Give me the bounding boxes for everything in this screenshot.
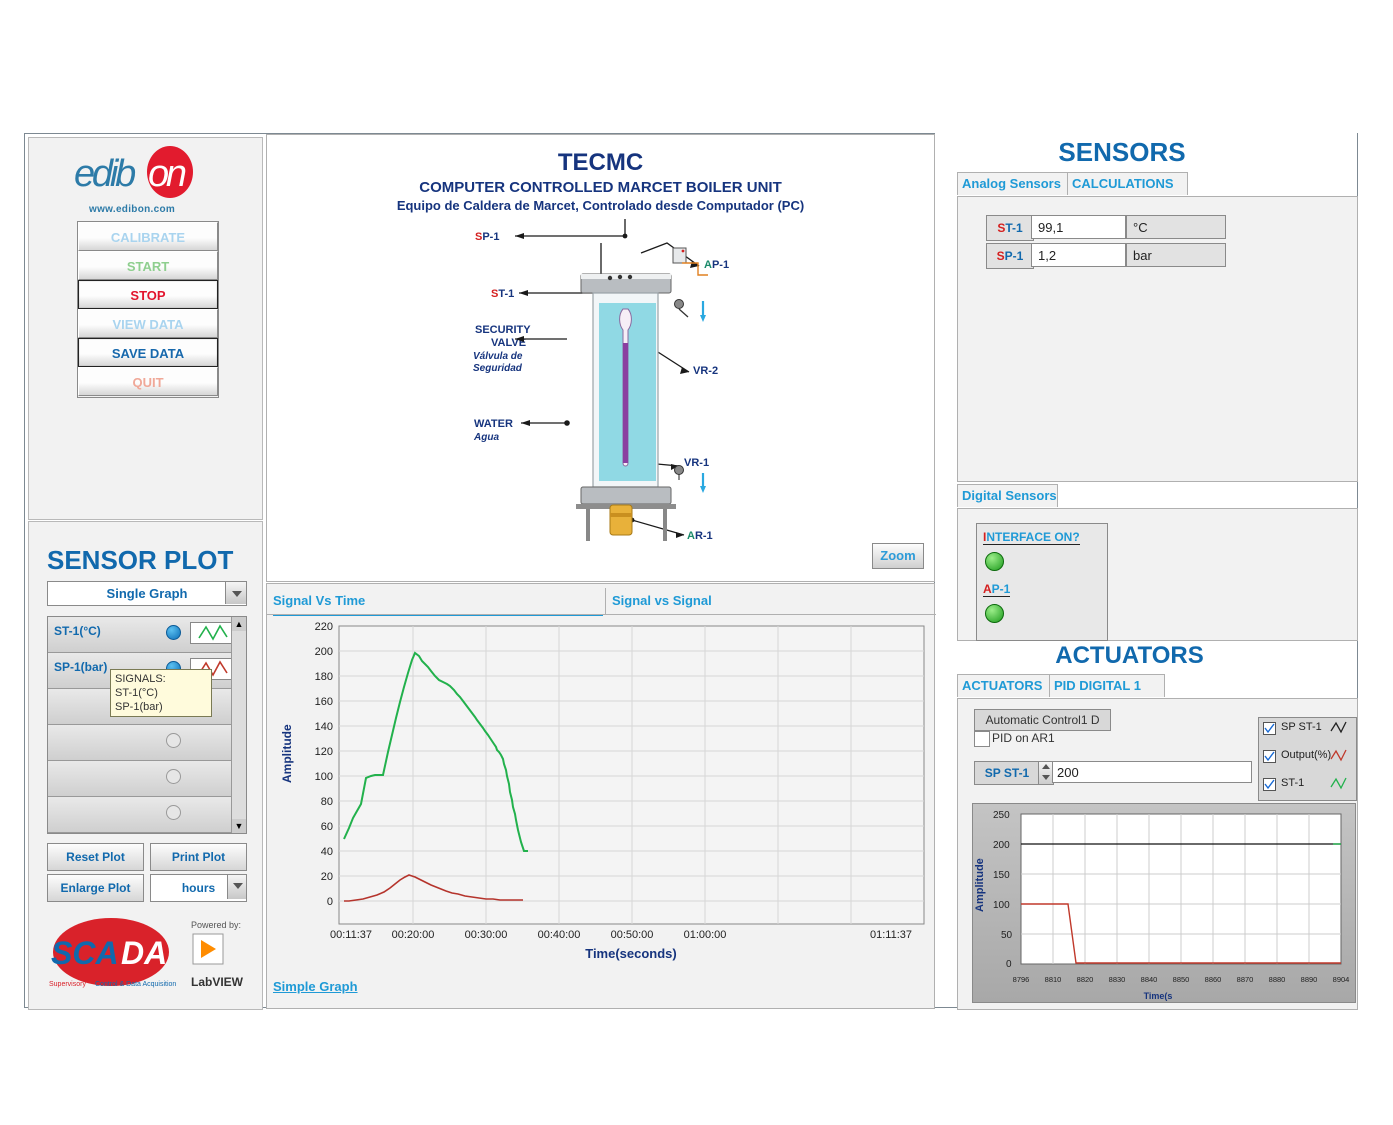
svg-text:00:20:00: 00:20:00 [392,929,435,941]
svg-text:SP-1: SP-1 [475,231,499,243]
svg-text:SCA: SCA [51,935,119,971]
svg-text:80: 80 [321,796,333,808]
svg-text:60: 60 [321,821,333,833]
svg-text:100: 100 [315,771,333,783]
svg-text:VR-2: VR-2 [693,365,718,377]
svg-text:200: 200 [315,646,333,658]
svg-text:00:30:00: 00:30:00 [465,929,508,941]
svg-text:40: 40 [321,846,333,858]
svg-text:ST-1: ST-1 [491,288,514,300]
svg-text:00:40:00: 00:40:00 [538,929,581,941]
svg-text:00:50:00: 00:50:00 [611,929,654,941]
svg-text:8860: 8860 [1205,975,1222,984]
svg-text:250: 250 [993,810,1010,821]
svg-text:Supervisory: Supervisory [49,981,86,988]
svg-text:WATER: WATER [474,418,513,430]
svg-text:8890: 8890 [1301,975,1318,984]
svg-text:8904: 8904 [1333,975,1350,984]
svg-text:140: 140 [315,721,333,733]
svg-text:Amplitude: Amplitude [280,724,294,783]
svg-text:160: 160 [315,696,333,708]
svg-text:8870: 8870 [1237,975,1254,984]
svg-text:220: 220 [315,621,333,633]
svg-text:Amplitude: Amplitude [974,858,986,912]
svg-text:200: 200 [993,840,1010,851]
svg-text:VR-1: VR-1 [684,457,709,469]
svg-text:150: 150 [993,870,1010,881]
svg-text:0: 0 [1006,959,1012,970]
svg-text:AP-1: AP-1 [704,259,729,271]
svg-text:0: 0 [327,896,333,908]
svg-text:50: 50 [1001,930,1013,941]
svg-text:8840: 8840 [1141,975,1158,984]
svg-text:Time(s: Time(s [1144,991,1173,1001]
svg-text:8830: 8830 [1109,975,1126,984]
svg-text:LabVIEW: LabVIEW [191,975,244,989]
svg-text:Agua: Agua [473,432,499,443]
svg-text:100: 100 [993,900,1010,911]
svg-text:8796: 8796 [1013,975,1030,984]
svg-text:00:11:37: 00:11:37 [330,929,372,941]
svg-text:120: 120 [315,746,333,758]
svg-text:01:11:37: 01:11:37 [870,929,912,941]
svg-text:8880: 8880 [1269,975,1286,984]
svg-text:edib: edib [74,153,135,195]
svg-text:8810: 8810 [1045,975,1062,984]
svg-text:on: on [148,153,186,195]
svg-text:20: 20 [321,871,333,883]
svg-text:01:00:00: 01:00:00 [684,929,727,941]
svg-text:DA: DA [121,935,167,971]
svg-text:Válvula de: Válvula de [473,351,523,362]
svg-text:8820: 8820 [1077,975,1094,984]
svg-text:SECURITY: SECURITY [475,324,531,336]
svg-text:Powered by:: Powered by: [191,920,241,930]
svg-text:Seguridad: Seguridad [473,363,523,374]
svg-text:Time(seconds): Time(seconds) [585,946,677,961]
svg-text:Control & Data Acquisition: Control & Data Acquisition [95,981,176,988]
svg-text:8850: 8850 [1173,975,1190,984]
svg-text:180: 180 [315,671,333,683]
svg-text:AR-1: AR-1 [687,530,713,542]
